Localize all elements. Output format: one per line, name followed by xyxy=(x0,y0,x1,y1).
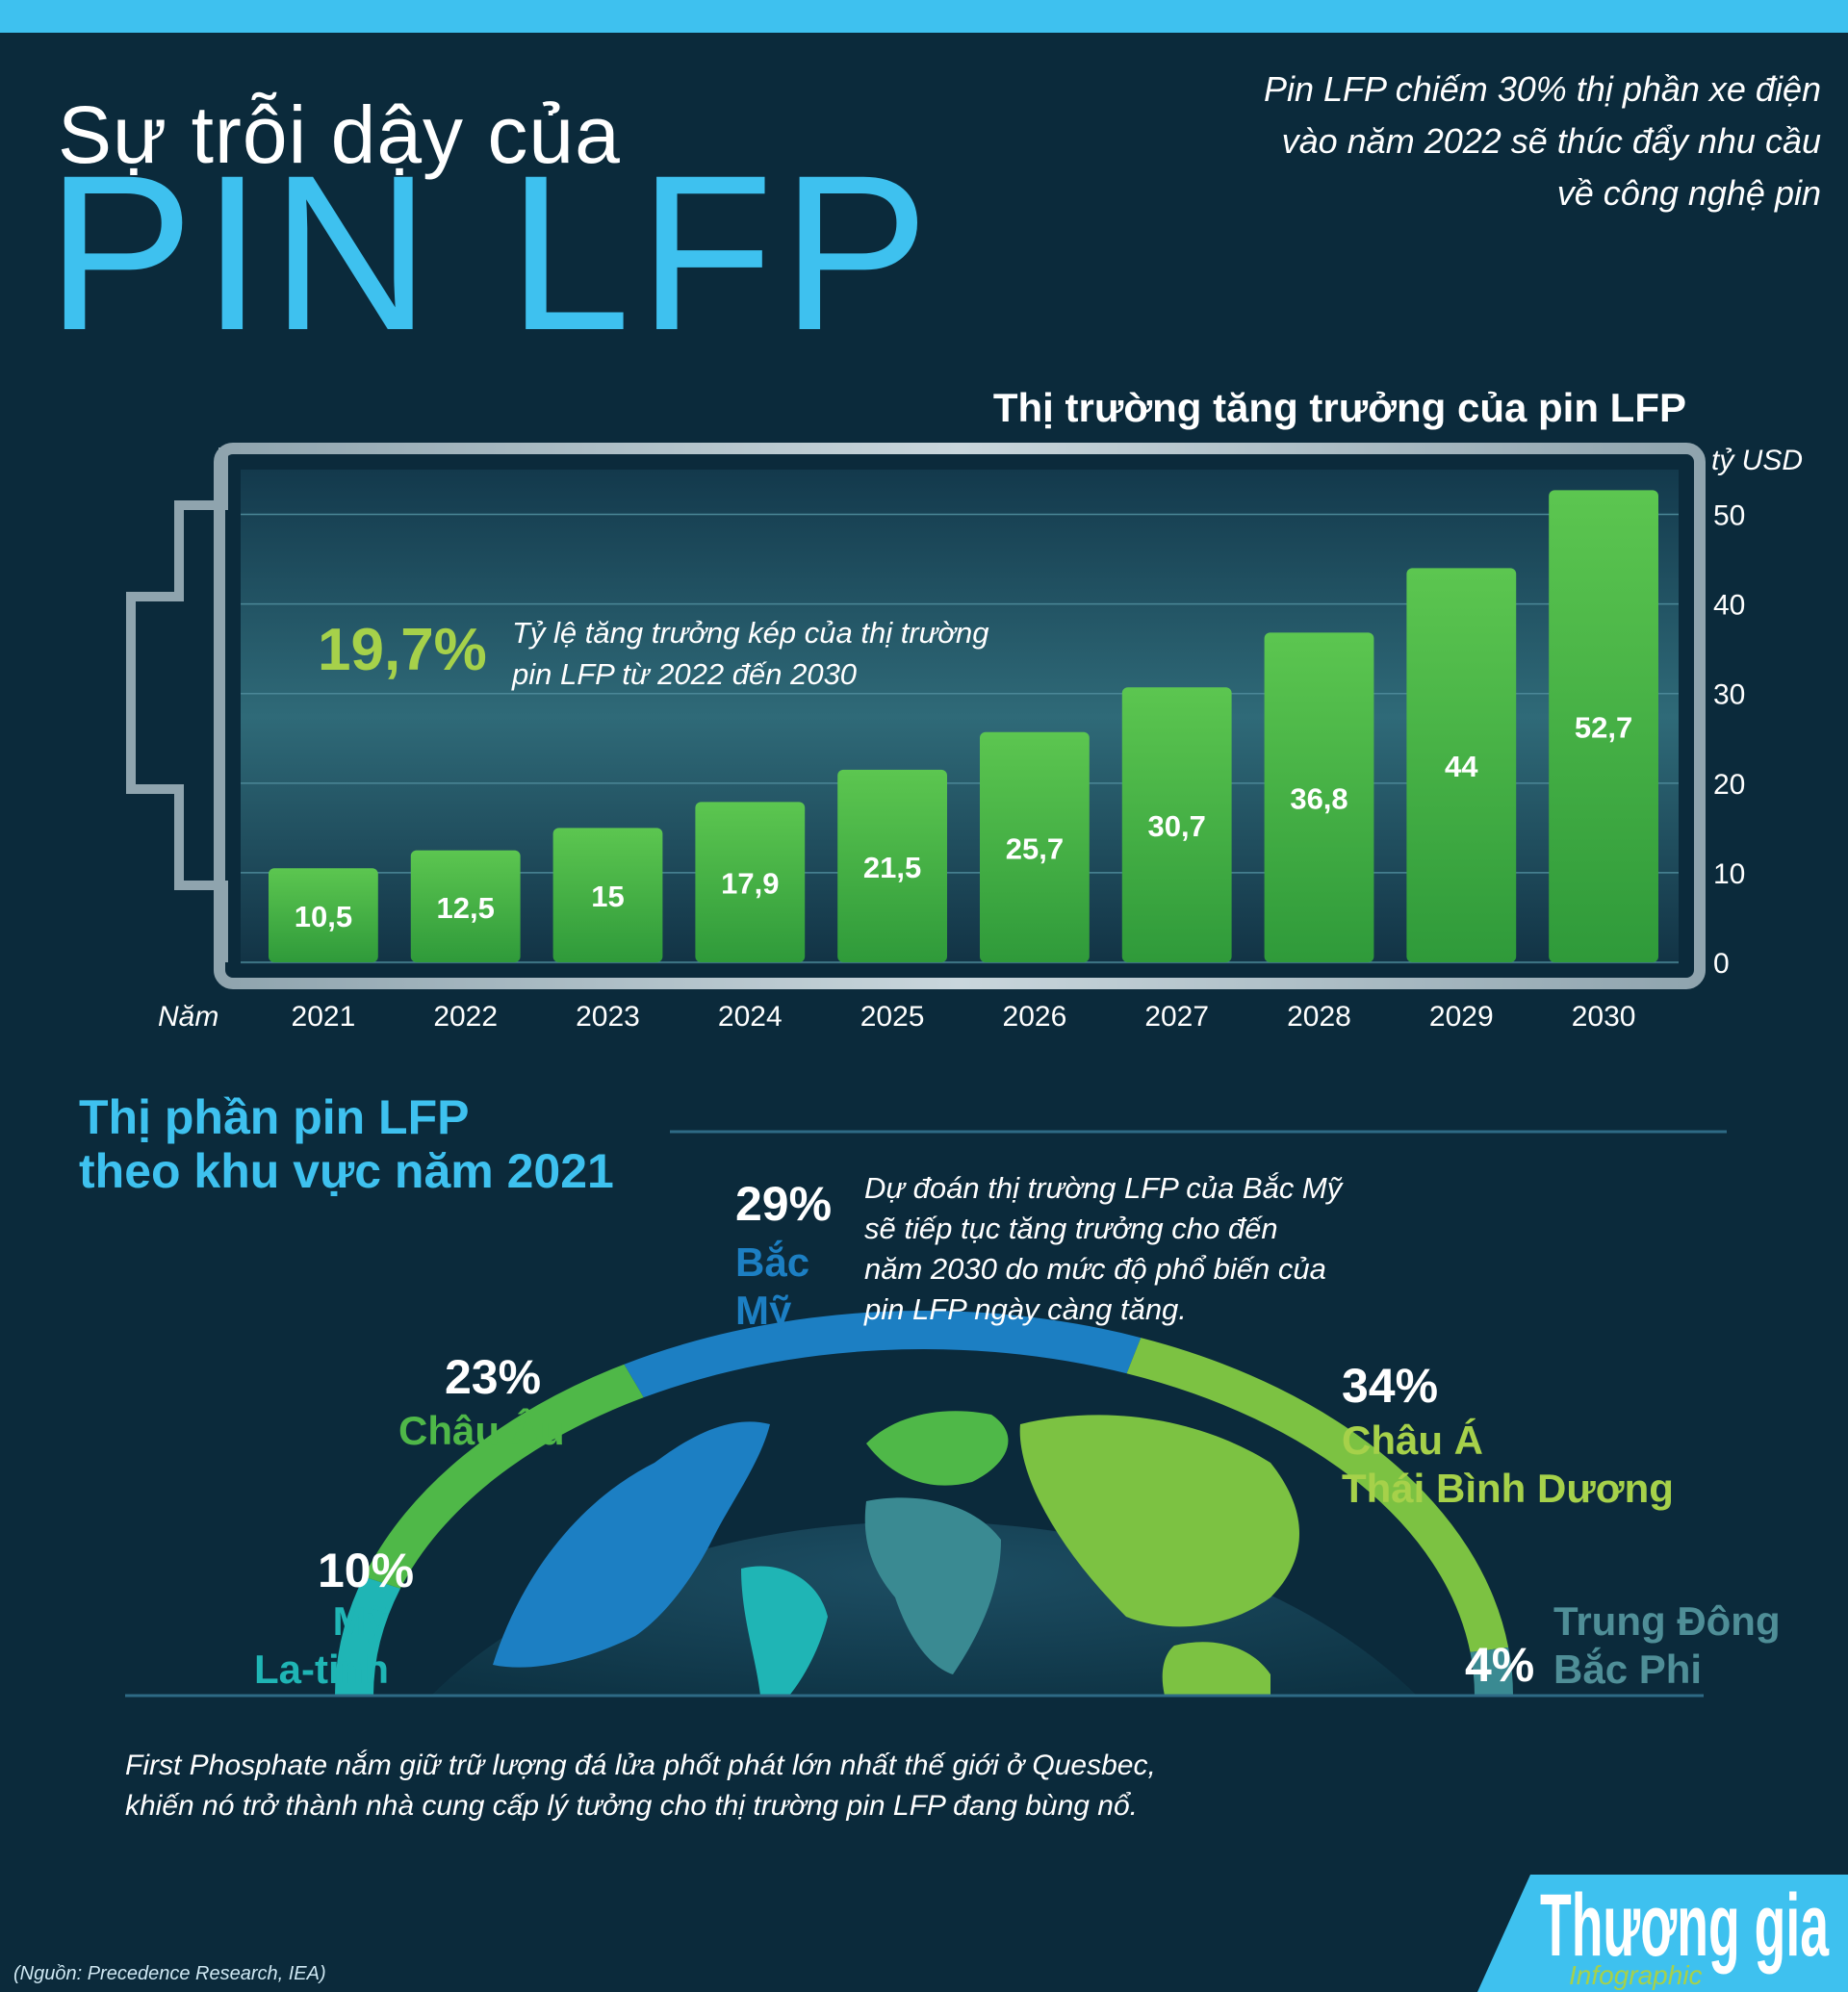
note-line: Dự đoán thị trường LFP của Bắc Mỹ xyxy=(864,1171,1343,1205)
region-pct-north-america: 29% xyxy=(735,1177,833,1231)
intro-line: vào năm 2022 sẽ thúc đẩy nhu cầu xyxy=(1281,121,1821,161)
y-tick-label: 20 xyxy=(1713,769,1745,801)
bar-value-label: 10,5 xyxy=(295,900,352,933)
region-name-line: Trung Đông xyxy=(1553,1598,1781,1644)
y-tick-label: 40 xyxy=(1713,590,1745,622)
bar-value-label: 25,7 xyxy=(1006,831,1064,865)
intro-line: về công nghệ pin xyxy=(1556,173,1821,213)
region-name-line: La-tinh xyxy=(254,1647,389,1692)
region-name-mena: Trung Đông Bắc Phi xyxy=(1553,1597,1781,1694)
battery-case xyxy=(214,443,1706,989)
region-title-line: theo khu vực năm 2021 xyxy=(79,1144,614,1198)
region-name-europe: Châu Âu xyxy=(398,1408,565,1453)
battery-bar-chart: 10,5 12,5 15 17,9 21,5 25,7 30,7 36,8 44 52,7 0 10… xyxy=(126,443,1745,1033)
title-line-2: PIN LFP xyxy=(46,129,937,376)
y-tick-label: 50 xyxy=(1713,500,1745,532)
bar xyxy=(552,828,663,962)
bar xyxy=(1121,687,1232,962)
cagr-line: pin LFP từ 2022 đến 2030 xyxy=(512,657,858,691)
note-line: năm 2030 do mức độ phổ biến của xyxy=(864,1252,1326,1286)
bar xyxy=(837,769,948,962)
south-america-shape xyxy=(741,1566,828,1696)
bar xyxy=(979,731,1090,962)
bar-value-label: 30,7 xyxy=(1148,809,1206,843)
x-tick-label: 2026 xyxy=(1003,1001,1067,1033)
oceania-shape xyxy=(1162,1642,1270,1696)
note-line: sẽ tiếp tục tăng trưởng cho đến xyxy=(864,1212,1278,1245)
bar-value-label: 21,5 xyxy=(863,851,921,884)
region-pct-asia-pacific: 34% xyxy=(1342,1359,1439,1413)
x-axis-label: Năm xyxy=(158,1001,218,1033)
region-name-north-america: Bắc Mỹ xyxy=(735,1239,809,1335)
region-pct-latin-america: 10% xyxy=(318,1544,415,1597)
region-name-line: Thái Bình Dương xyxy=(1342,1466,1674,1511)
intro-text: Pin LFP chiếm 30% thị phần xe điện vào n… xyxy=(1147,64,1821,219)
footer-note: First Phosphate nắm giữ trữ lượng đá lửa… xyxy=(125,1746,1376,1826)
x-tick-label: 2022 xyxy=(433,1001,498,1033)
north-america-shape xyxy=(493,1421,770,1668)
europe-shape xyxy=(866,1411,1009,1486)
y-axis-unit: tỷ USD xyxy=(1711,445,1804,476)
x-tick-label: 2027 xyxy=(1144,1001,1209,1033)
x-tick-label: 2024 xyxy=(718,1001,783,1033)
region-name-line: Bắc xyxy=(735,1239,810,1285)
x-tick-label: 2023 xyxy=(576,1001,640,1033)
cagr-description: Tỷ lệ tăng trưởng kép của thị trường pin… xyxy=(512,612,1051,695)
ring-segment xyxy=(624,1310,1142,1398)
intro-line: Pin LFP chiếm 30% thị phần xe điện xyxy=(1263,69,1821,109)
y-tick-label: 10 xyxy=(1713,858,1745,890)
battery-terminal xyxy=(126,447,228,962)
cagr-line: Tỷ lệ tăng trưởng kép của thị trường xyxy=(512,616,989,650)
bar xyxy=(268,868,378,962)
x-tick-label: 2030 xyxy=(1572,1001,1636,1033)
top-accent-bar xyxy=(0,0,1848,33)
region-section-title: Thị phần pin LFP theo khu vực năm 2021 xyxy=(79,1090,614,1198)
region-name-line: Mỹ xyxy=(735,1288,792,1333)
region-pct-europe: 23% xyxy=(445,1350,542,1404)
bar xyxy=(1406,568,1517,962)
africa-shape xyxy=(864,1497,1001,1674)
ring-segment xyxy=(335,1576,400,1696)
note-line: pin LFP ngày càng tăng. xyxy=(864,1292,1187,1326)
region-title-line: Thị phần pin LFP xyxy=(79,1090,470,1144)
region-name-latin-america: Mỹ La-tinh xyxy=(192,1597,389,1694)
bar-value-label: 36,8 xyxy=(1290,782,1348,816)
bar xyxy=(1264,632,1374,962)
source-credit: (Nguồn: Precedence Research, IEA) xyxy=(13,1963,326,1984)
bar xyxy=(695,802,806,962)
bar-value-label: 52,7 xyxy=(1575,711,1632,745)
footer-line: khiến nó trở thành nhà cung cấp lý tưởng… xyxy=(125,1790,1138,1822)
bar-value-label: 44 xyxy=(1445,750,1478,783)
y-tick-label: 0 xyxy=(1713,948,1730,980)
x-tick-label: 2025 xyxy=(860,1001,925,1033)
chart-title: Thị trường tăng trưởng của pin LFP xyxy=(992,385,1686,430)
ring-segment xyxy=(1470,1647,1514,1696)
x-tick-label: 2029 xyxy=(1429,1001,1494,1033)
region-name-line: Bắc Phi xyxy=(1553,1647,1703,1692)
bar-value-label: 17,9 xyxy=(721,867,779,901)
x-tick-label: 2021 xyxy=(292,1001,356,1033)
bar xyxy=(410,850,521,962)
cagr-value: 19,7% xyxy=(318,617,487,683)
bar-value-label: 15 xyxy=(591,880,624,913)
ring-segment xyxy=(1126,1338,1509,1652)
x-tick-label: 2028 xyxy=(1287,1001,1351,1033)
bar-value-label: 12,5 xyxy=(437,891,495,925)
y-tick-label: 30 xyxy=(1713,679,1745,711)
region-pct-mena: 4% xyxy=(1465,1638,1535,1692)
title-line-1: Sự trỗi dậy của xyxy=(58,89,621,180)
north-america-note: Dự đoán thị trường LFP của Bắc Mỹ sẽ tiế… xyxy=(864,1168,1403,1330)
region-name-line: Mỹ xyxy=(332,1598,389,1644)
ring-segment xyxy=(363,1364,644,1589)
region-name-line: Châu Á xyxy=(1342,1417,1483,1463)
footer-line: First Phosphate nắm giữ trữ lượng đá lửa… xyxy=(125,1749,1156,1781)
asia-shape xyxy=(1019,1415,1299,1627)
region-name-asia-pacific: Châu Á Thái Bình Dương xyxy=(1342,1417,1674,1513)
bar xyxy=(1549,490,1659,962)
